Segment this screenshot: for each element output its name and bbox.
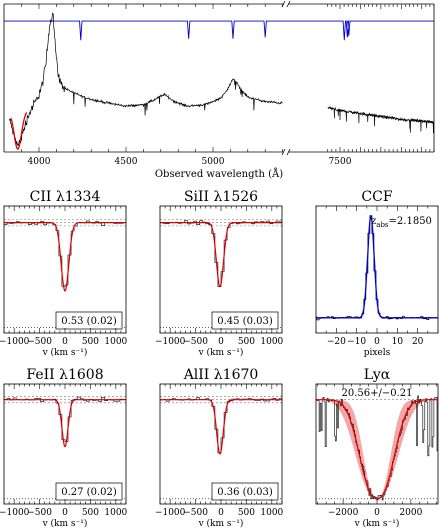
lya-model <box>316 399 438 500</box>
ccf-redshift-label: zabs=2.1850 <box>371 216 432 229</box>
siii-tick-label: 1000 <box>260 337 283 347</box>
ccf-tick-label: 0 <box>374 337 380 347</box>
feii-tick-label: 500 <box>82 508 99 518</box>
aliii-data <box>160 397 282 454</box>
cii-tick-label: 500 <box>82 337 99 347</box>
lya-x-label: v (km s⁻¹) <box>354 518 400 529</box>
ccf-tick-label: 20 <box>412 337 424 347</box>
axis-break-mark <box>286 148 291 156</box>
cii-tick-label: 0 <box>62 337 68 347</box>
siii-tick-label: −1000 <box>155 337 186 347</box>
feii-x-label: v (km s⁻¹) <box>42 518 88 529</box>
telluric-spectrum <box>4 20 434 41</box>
observed-spectrum <box>9 12 434 147</box>
spectrum-panel: 4000 4500 5000 7500 Observed wavelength (Å) <box>3 0 435 180</box>
cii-value-box <box>55 311 123 330</box>
ccf-tick-label: 10 <box>392 337 404 347</box>
feii-equivalent-width-label: 0.27 (0.02) <box>61 487 117 498</box>
ccf-z-value: 2.1850 <box>397 216 432 227</box>
lya-column-density-label: 20.56+/−0.21 <box>341 388 412 399</box>
lya-data <box>316 395 438 501</box>
siii-tick-label: 0 <box>218 337 224 347</box>
lya-error-band <box>316 399 438 499</box>
cii-tick-label: 1000 <box>104 337 127 347</box>
aliii-tick-label: 1000 <box>260 508 283 518</box>
feii-data <box>4 396 126 442</box>
siii-tick-label: −500 <box>183 337 208 347</box>
cii-title: CII λ1334 <box>30 189 101 205</box>
lya-tick-label: 2000 <box>399 508 422 518</box>
siii-x-label: v (km s⁻¹) <box>198 347 244 358</box>
aliii-x-label: v (km s⁻¹) <box>198 518 244 529</box>
cii-equivalent-width-label: 0.53 (0.02) <box>61 316 117 327</box>
ccf-x-label: pixels <box>364 348 391 358</box>
spectrum-tick-label: 7500 <box>329 157 352 167</box>
ccf-tick-label: −20 <box>327 337 346 347</box>
aliii-value-box <box>211 482 279 501</box>
axis-break-mark <box>281 148 286 156</box>
spectrum-tick-label: 4500 <box>115 157 138 167</box>
cii-x-label: v (km s⁻¹) <box>42 347 88 358</box>
cii-tick-label: −1000 <box>0 337 30 347</box>
feii-model <box>4 399 126 448</box>
spectrum-x-label: Observed wavelength (Å) <box>155 168 283 180</box>
siii-tick-label: 500 <box>238 337 255 347</box>
aliii-model <box>160 399 282 455</box>
ccf-title: CCF <box>361 189 392 205</box>
feii-tick-label: −500 <box>27 508 52 518</box>
siii-equivalent-width-label: 0.45 (0.03) <box>217 316 273 327</box>
aliii-equivalent-width-label: 0.36 (0.03) <box>217 487 273 498</box>
aliii-tick-label: 500 <box>238 508 255 518</box>
spectrum-tick-label: 5000 <box>202 157 225 167</box>
feii-tick-label: 1000 <box>104 508 127 518</box>
ccf-panel: CCF zabs=2.1850 −20 −10 0 10 20 pixels <box>315 189 439 358</box>
cii-tick-label: −500 <box>27 337 52 347</box>
ccf-z-symbol: z <box>371 216 376 227</box>
ccf-z-subscript: abs <box>376 221 389 229</box>
siii-panel: SiII λ1526 0.45 (0.03) −1000−500 0 500 1000 v … <box>155 189 284 358</box>
lya-tick-label: −2000 <box>328 508 359 518</box>
feii-tick-label: 0 <box>62 508 68 518</box>
feii-panel: FeII λ1608 0.27 (0.02) −1000−500 0 500 1000 v … <box>0 367 128 529</box>
ccf-gaussian-fit <box>316 214 438 319</box>
aliii-tick-label: 0 <box>218 508 224 518</box>
dla-model-curve <box>10 112 28 150</box>
siii-model <box>160 222 282 288</box>
axis-break-mark <box>286 0 291 8</box>
lya-tick-label: 0 <box>374 508 380 518</box>
feii-tick-label: −1000 <box>0 508 30 518</box>
spectrum-tick-label: 4000 <box>28 157 51 167</box>
siii-title: SiII λ1526 <box>184 189 258 205</box>
aliii-tick-label: −1000 <box>155 508 186 518</box>
aliii-title: AlII λ1670 <box>183 367 259 383</box>
cii-model <box>4 222 126 292</box>
aliii-tick-label: −500 <box>183 508 208 518</box>
lya-title: Lyα <box>364 367 391 383</box>
aliii-panel: AlII λ1670 0.36 (0.03) −1000−500 0 500 1000 v … <box>155 367 284 529</box>
siii-value-box <box>211 311 279 330</box>
siii-data <box>160 220 282 287</box>
ccf-tick-label: −10 <box>347 337 366 347</box>
cii-panel: CII λ1334 0.53 (0.02) −1000−500 0 500 1000 v (… <box>0 189 128 358</box>
cii-data <box>4 220 126 287</box>
ccf-equals: = <box>389 216 397 227</box>
feii-value-box <box>55 482 123 501</box>
feii-title: FeII λ1608 <box>26 367 103 383</box>
